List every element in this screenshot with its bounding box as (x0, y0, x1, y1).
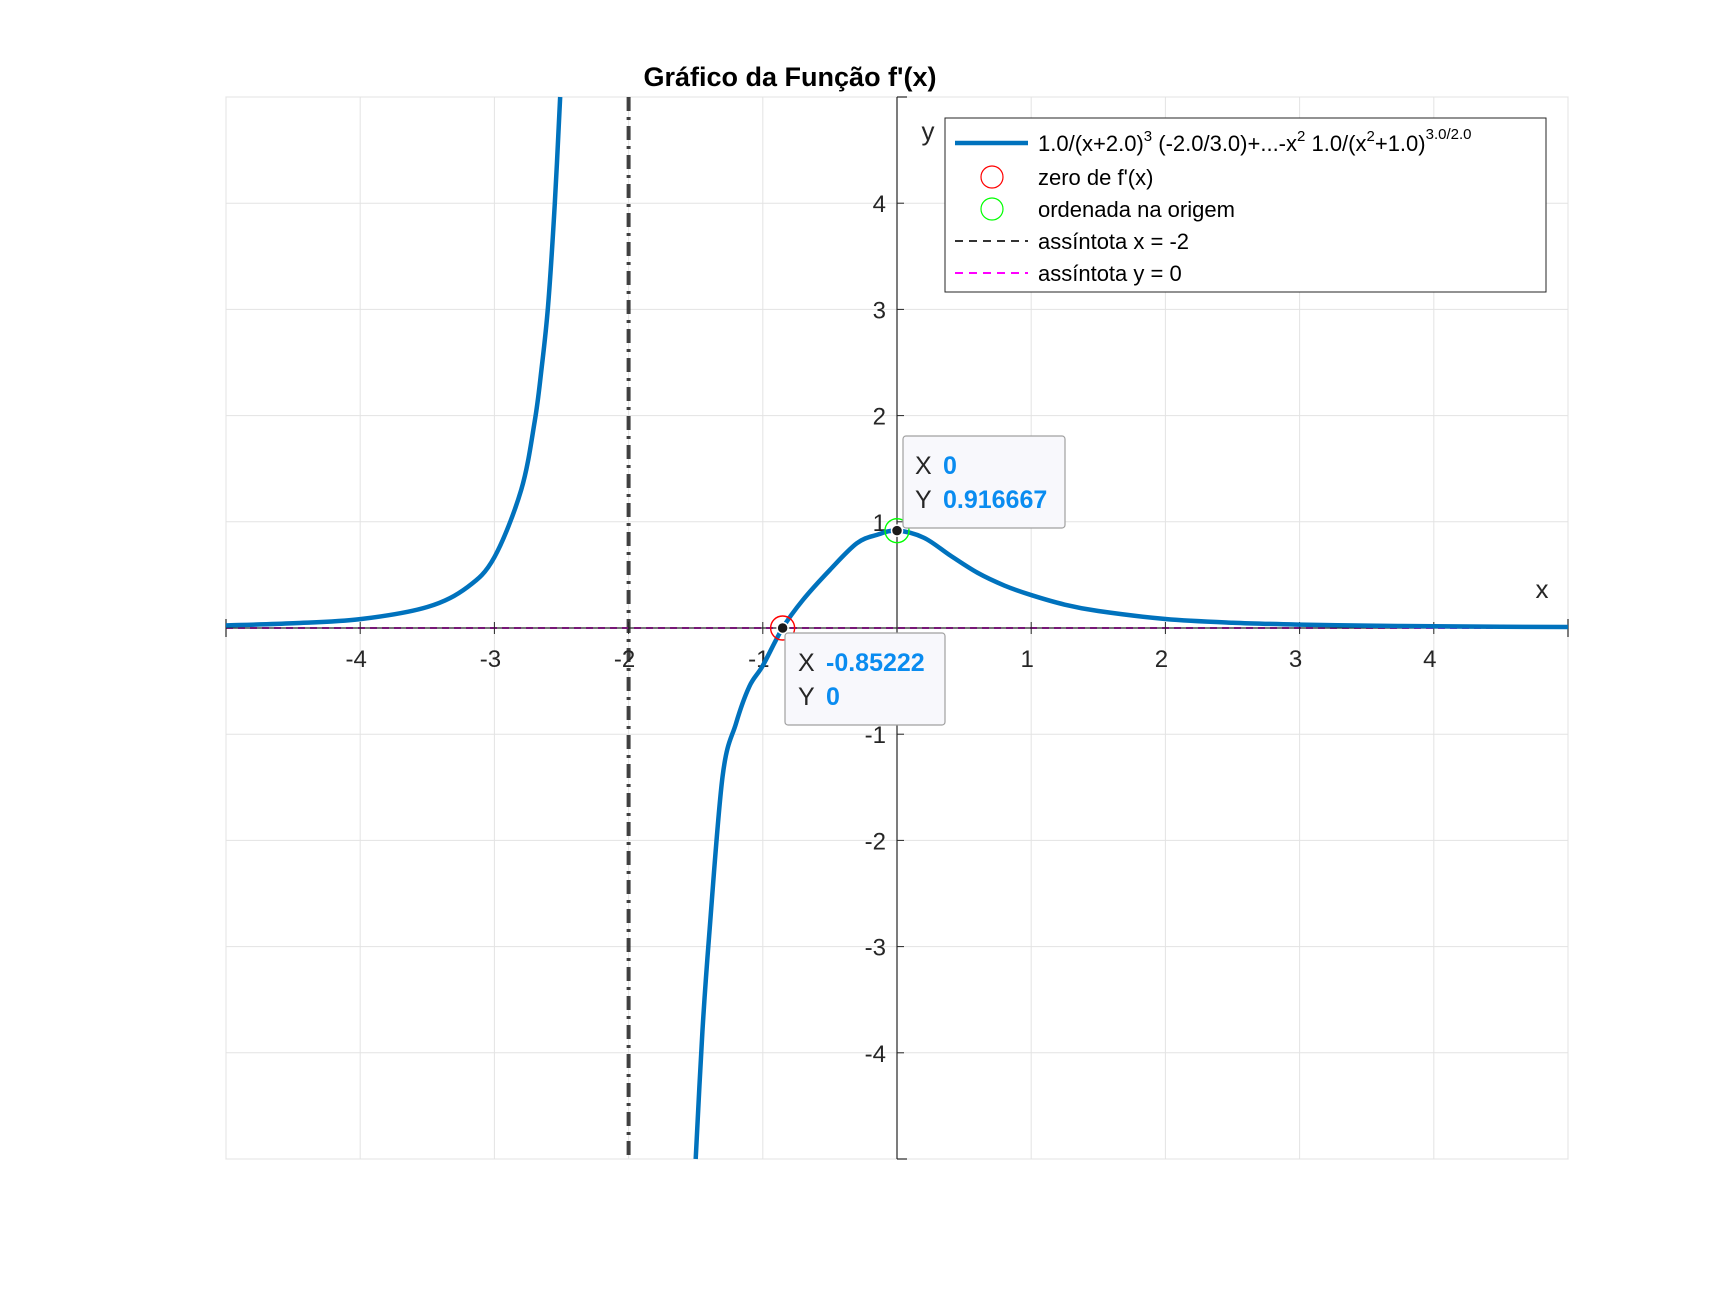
function-curve-left-branch (225, 96, 563, 628)
datatip-zero-x-value: -0.85222 (826, 649, 925, 677)
legend-swatch-origin (980, 197, 1004, 221)
legend-entry-zero: zero de f'(x) (1038, 165, 1153, 190)
datatip-zero-y-value: 0 (826, 683, 840, 711)
datatip-zero-x-key: X (798, 649, 815, 677)
y-tick-label: 1 (873, 510, 886, 537)
datatip-origin-x-key: X (915, 452, 932, 480)
y-tick-label: 3 (873, 297, 886, 324)
datatip-zero-y-key: Y (798, 683, 815, 711)
y-tick-label: -1 (865, 722, 886, 749)
y-tick-label: 4 (873, 191, 886, 218)
function-curve-right-branch (693, 528, 1569, 1160)
chart-title: Gráfico da Função f'(x) (644, 62, 937, 92)
datatip-dot (890, 524, 904, 537)
x-tick-label: 1 (1021, 646, 1034, 673)
legend-swatch-zero (980, 165, 1004, 189)
x-tick-label: -3 (480, 646, 501, 673)
legend-entry-function: 1.0/(x+2.0)3 (-2.0/3.0)+...-x2 1.0/(x2+1… (1038, 126, 1471, 156)
x-tick-label: 3 (1289, 646, 1302, 673)
datatip-origin-y-value: 0.916667 (943, 486, 1047, 514)
origin-intercept-marker (884, 517, 910, 544)
legend[interactable]: 1.0/(x+2.0)3 (-2.0/3.0)+...-x2 1.0/(x2+1… (944, 117, 1547, 293)
y-tick-label: -4 (865, 1041, 886, 1068)
series-layer (225, 96, 1569, 1160)
y-axis-label: y (922, 116, 935, 146)
datatip-origin[interactable]: X 0 Y 0.916667 (902, 435, 1066, 529)
y-tick-label: -2 (865, 828, 886, 855)
y-tick-label: -3 (865, 935, 886, 962)
x-tick-label: -2 (614, 646, 635, 673)
datatip-zero[interactable]: X -0.85222 Y 0 (784, 632, 946, 726)
x-axis-label: x (1536, 574, 1549, 604)
legend-entry-origin: ordenada na origem (1038, 197, 1235, 222)
zero-marker (769, 615, 796, 641)
legend-entry-asymptote-x: assíntota x = -2 (1038, 229, 1189, 254)
y-tick-label: 2 (873, 404, 886, 431)
x-tick-label: 4 (1423, 646, 1436, 673)
datatip-dot (776, 621, 789, 635)
markers-layer (769, 517, 910, 641)
datatip-origin-x-value: 0 (943, 452, 957, 480)
legend-entry-asymptote-y: assíntota y = 0 (1038, 261, 1182, 286)
x-tick-label: 2 (1155, 646, 1168, 673)
datatip-origin-y-key: Y (915, 486, 932, 514)
axes (225, 96, 1569, 1160)
x-tick-label: -4 (346, 646, 367, 673)
